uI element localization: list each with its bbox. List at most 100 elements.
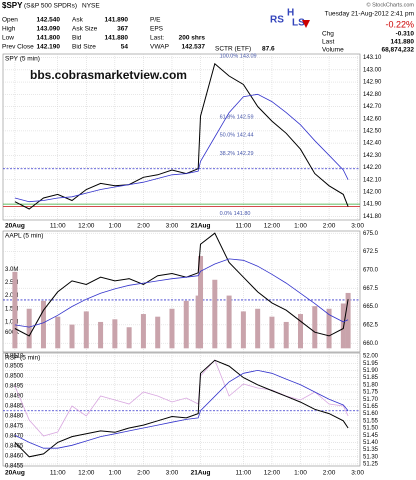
field-label: Last: [150, 35, 164, 42]
price-line [14, 232, 349, 337]
y-tick-label: 51.85 [363, 375, 379, 381]
y2-tick-label: 0.8475 [5, 424, 24, 430]
logo: LS [292, 18, 305, 29]
y-tick-label: 51.80 [363, 382, 379, 388]
x-tick-label: 21Aug [191, 223, 211, 230]
volume-bar [255, 308, 261, 349]
symbol-name: (S&P 500 SPDRs) [24, 3, 77, 10]
x-tick-label: 3:00 [166, 223, 179, 230]
x-tick-label: 11:00 [235, 470, 251, 477]
y-tick-label: 51.70 [363, 397, 379, 403]
x-tick-label: 21Aug [191, 470, 211, 477]
field-value: 141.880 [105, 35, 129, 42]
y2-tick-label: 1.0M [5, 320, 18, 326]
field-value: 141.800 [37, 35, 61, 42]
fib-label: 100.0% 143.09 [220, 53, 257, 59]
field-label: Open [2, 17, 18, 24]
volume-bar [98, 321, 104, 349]
price-line [14, 62, 349, 210]
y-tick-label: 51.35 [363, 447, 379, 453]
y2-tick-label: 0.8460 [5, 454, 24, 460]
y2-tick-label: 1.5M [5, 306, 18, 312]
y2-tick-label: 0.8505 [5, 364, 24, 370]
y-tick-label: 52.00 [363, 354, 379, 360]
field-label: P/E [150, 17, 161, 24]
y-tick-label: 142.00 [363, 190, 382, 196]
x-tick-label: 12:00 [78, 470, 95, 477]
x-tick-label: 2:00 [323, 223, 336, 230]
y-tick-label: 141.80 [363, 214, 382, 220]
y-tick-label: 675.0 [363, 231, 379, 237]
y-tick-label: 51.40 [363, 440, 379, 446]
y-tick-label: 660.0 [363, 341, 379, 347]
volume-bar [112, 319, 118, 349]
field-label: Ask [72, 17, 84, 24]
price-line [14, 258, 349, 328]
stat-value: 68,874,232 [381, 47, 414, 54]
x-tick-label: 20Aug [5, 470, 25, 477]
price-line [14, 93, 349, 203]
volume-bar [269, 316, 275, 349]
x-tick-label: 11:00 [50, 470, 66, 477]
stat-label: Last [322, 39, 334, 46]
y-tick-label: 51.60 [363, 411, 379, 417]
stat-value: -0.310 [396, 31, 415, 38]
y2-tick-label: 2.0M [5, 293, 18, 299]
field-label: Bid Size [72, 44, 96, 51]
volume-bar [69, 324, 75, 349]
volume-bar [226, 295, 232, 349]
y-tick-label: 51.95 [363, 361, 379, 367]
y-tick-label: 51.30 [363, 454, 379, 460]
volume-bar [298, 314, 303, 349]
x-tick-label: 11:00 [235, 223, 251, 230]
field-value: 142.537 [182, 44, 206, 51]
y-tick-label: 143.00 [363, 67, 382, 73]
y2-tick-label: 0.8465 [5, 444, 24, 450]
y-tick-label: 142.40 [363, 141, 382, 147]
y-tick-label: 142.20 [363, 165, 382, 171]
y-tick-label: 142.60 [363, 116, 382, 122]
x-tick-label: 2:00 [323, 470, 336, 477]
sctr-value: 87.6 [262, 46, 275, 53]
panel-frame [2, 352, 361, 467]
y-tick-label: 665.0 [363, 304, 379, 310]
x-tick-label: 2:00 [137, 470, 150, 477]
field-value: 200 shrs [179, 35, 206, 42]
stat-label: Chg [322, 31, 334, 38]
volume-bar [198, 256, 204, 349]
volume-bar [83, 311, 89, 349]
field-label: EPS [150, 26, 164, 33]
y-tick-label: 143.10 [363, 55, 382, 61]
field-label: High [2, 26, 16, 33]
volume-bar [240, 311, 246, 349]
volume-bar [345, 292, 351, 349]
stat-label: Volume [322, 47, 344, 54]
y-tick-label: 142.70 [363, 104, 382, 110]
stat-value: 141.880 [391, 39, 415, 46]
change-pct: -0.22% [385, 19, 414, 29]
x-tick-label: 3:00 [166, 470, 179, 477]
y2-tick-label: 0.8470 [5, 434, 24, 440]
y-tick-label: 51.90 [363, 368, 379, 374]
volume-bar [169, 308, 175, 349]
price-line [14, 359, 349, 437]
y-tick-label: 142.10 [363, 177, 382, 183]
volume-bar [155, 316, 161, 349]
volume-bar [283, 321, 289, 349]
panel-frame [2, 53, 361, 221]
field-value: 367 [117, 26, 128, 33]
y2-tick-label: 0.8490 [5, 394, 24, 400]
x-tick-label: 1:00 [109, 470, 122, 477]
volume-bar [26, 308, 32, 349]
field-label: Ask Size [72, 26, 98, 33]
y-tick-label: 51.55 [363, 418, 379, 424]
y-tick-label: 670.0 [363, 267, 379, 273]
field-label: Low [2, 35, 14, 42]
x-tick-label: 3:00 [351, 223, 364, 230]
x-tick-label: 12:00 [78, 223, 95, 230]
volume-bar [140, 314, 146, 349]
down-arrow [302, 20, 310, 28]
y2-tick-label: 2.5M [5, 280, 18, 286]
y2-tick-label: 0.8500 [5, 374, 24, 380]
